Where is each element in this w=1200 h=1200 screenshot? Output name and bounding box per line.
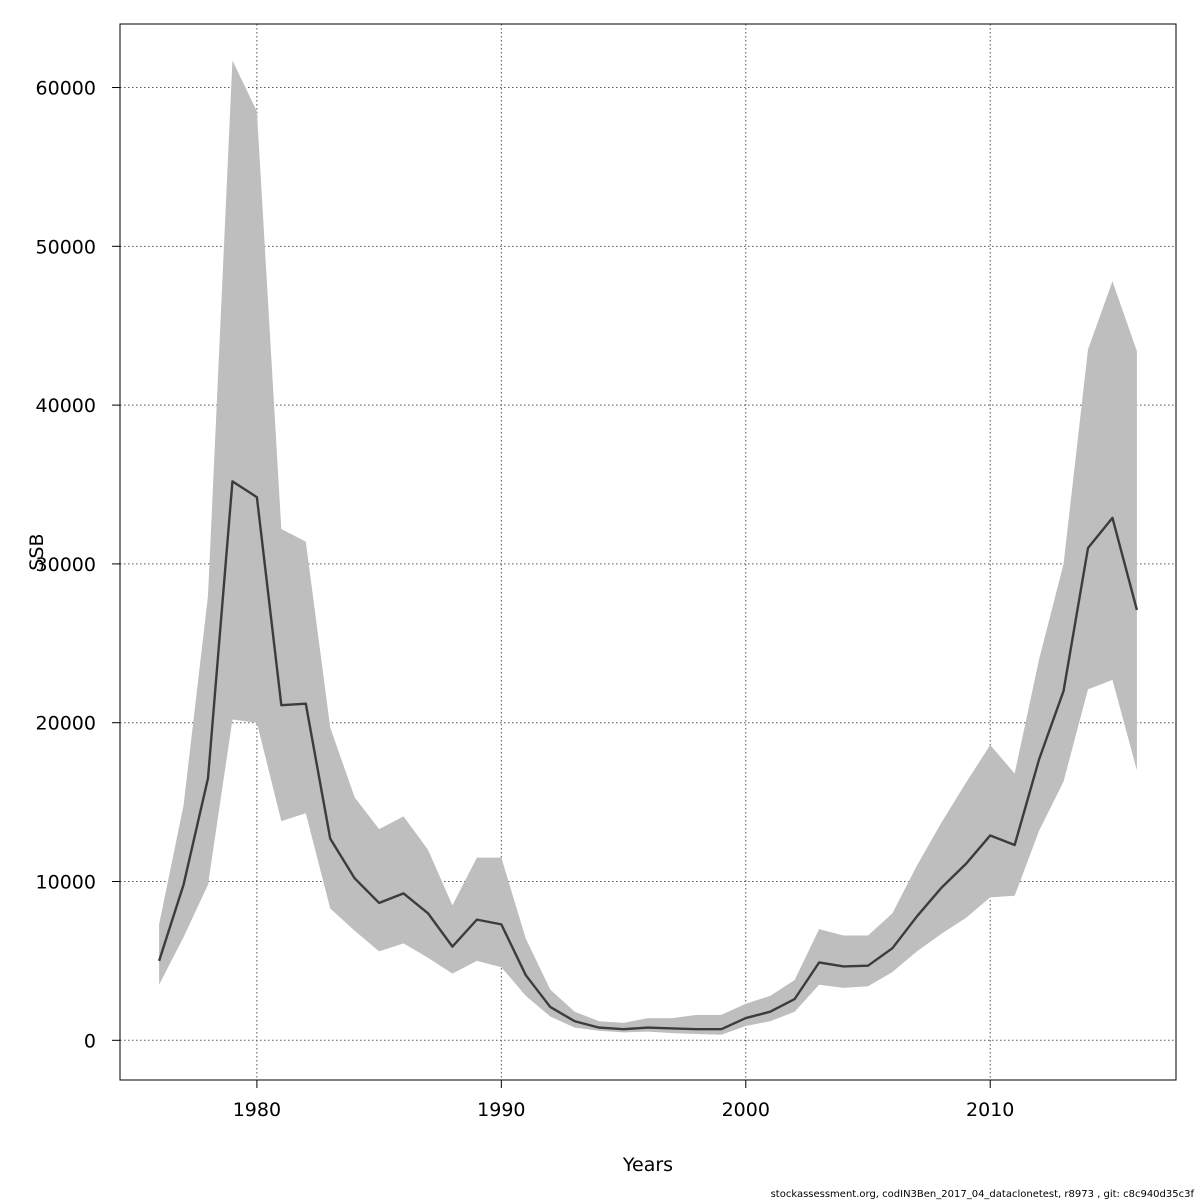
- x-tick-label-2010: 2010: [966, 1099, 1014, 1121]
- plot-frame: [119, 23, 1177, 1081]
- x-axis-title: Years: [622, 1154, 673, 1176]
- y-axis-title: SSB: [26, 533, 48, 570]
- y-axis: 0 10000 20000 30000 40000 50000 60000: [36, 78, 120, 1052]
- ssb-line-layer: [157, 480, 1139, 1031]
- y-tick-label-20000: 20000: [36, 713, 96, 735]
- y-tick-label-60000: 60000: [36, 78, 96, 100]
- x-tick-label-1990: 1990: [477, 1099, 525, 1121]
- confidence-band-0: [159, 60, 1137, 1035]
- confidence-band-layer: [159, 60, 1137, 1035]
- x-axis: 1980 1990 2000 2010: [233, 1080, 1014, 1121]
- y-tick-label-50000: 50000: [36, 236, 96, 258]
- x-tick-label-2000: 2000: [722, 1099, 770, 1121]
- x-tick-label-1980: 1980: [233, 1099, 281, 1121]
- footer-text: stockassessment.org, codIN3Ben_2017_04_d…: [771, 1189, 1195, 1200]
- ssb-line-0: [157, 480, 1139, 1031]
- y-tick-label-10000: 10000: [36, 872, 96, 894]
- y-tick-label-40000: 40000: [36, 395, 96, 417]
- y-tick-label-30000: 30000: [36, 554, 96, 576]
- y-tick-label-0: 0: [84, 1030, 96, 1052]
